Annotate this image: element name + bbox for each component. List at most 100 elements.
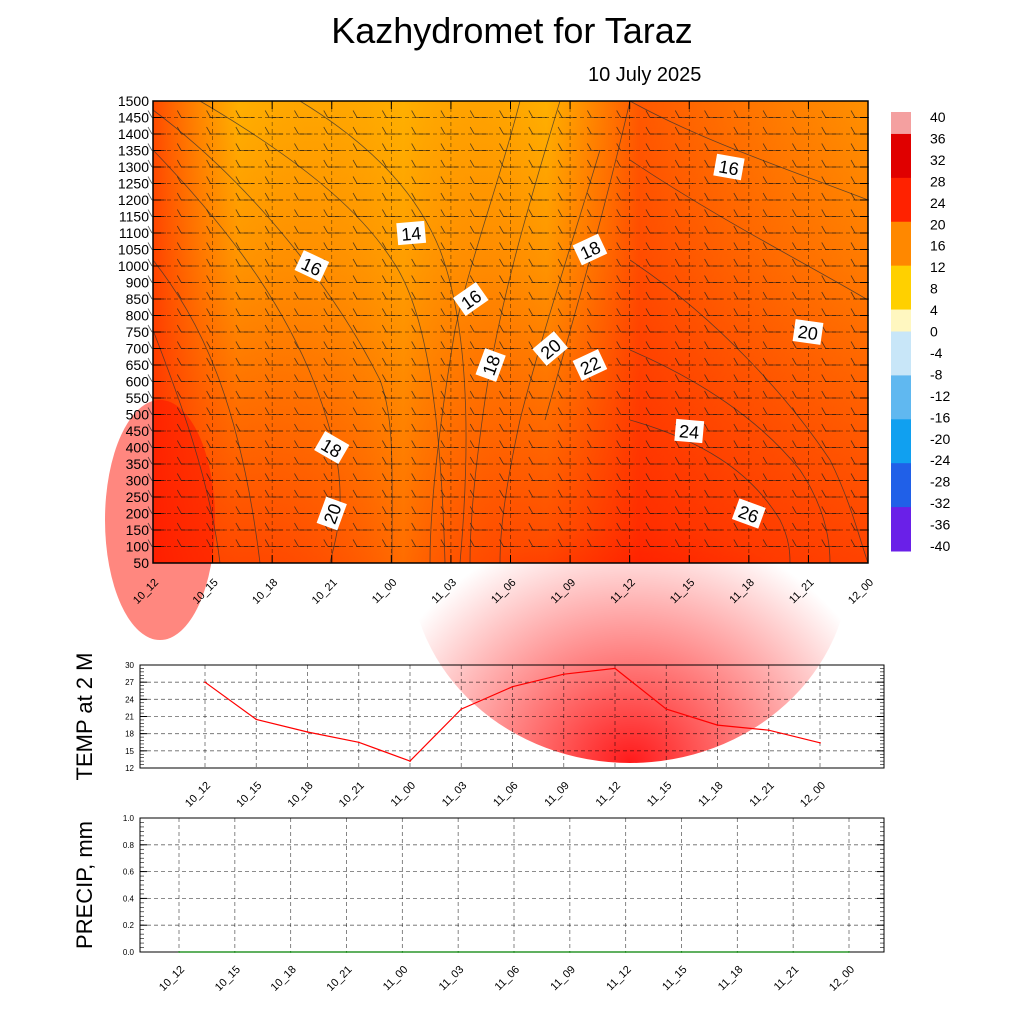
panel-x-tick-label: 11_06: [493, 964, 523, 994]
panel-x-tick-label: 11_03: [437, 964, 467, 994]
panel-x-tick-label: 10_18: [269, 964, 299, 994]
contour-label: 24: [674, 418, 705, 444]
main-grid: [153, 101, 868, 563]
y-tick-label: 1200: [118, 192, 149, 208]
panel-data-point: [624, 951, 627, 953]
colorbar-label: -28: [930, 474, 950, 490]
panel-data-point: [792, 951, 794, 953]
panel-x-tick-label: 10_18: [286, 780, 316, 810]
colorbar-segment: [891, 276, 911, 289]
panel-x-tick-label: 11_18: [716, 964, 746, 994]
colorbar-segment: [891, 364, 911, 376]
contour-label-bg: [316, 496, 347, 531]
colorbar-segment: [891, 441, 911, 453]
isotherm-line: [152, 259, 261, 564]
y-tick-label: 650: [126, 357, 150, 373]
contour-label: 14: [396, 220, 427, 246]
isotherm-line: [629, 100, 869, 201]
panel-x-tick-label: 12_00: [798, 780, 828, 810]
panel-x-tick-label: 11_00: [389, 780, 419, 810]
colorbar-segment: [891, 254, 911, 267]
contour-label-bg: [572, 349, 608, 381]
panel-x-tick-label: 10_21: [337, 780, 367, 810]
panel-data-point: [513, 951, 515, 953]
panel-data-point: [409, 760, 411, 762]
contour-label-bg: [731, 498, 766, 529]
colorbar-segment: [891, 144, 911, 157]
contour-label-bg: [792, 319, 824, 345]
colorbar-segment: [891, 320, 911, 332]
isotherm-line: [199, 100, 446, 564]
isotherm-line: [429, 100, 521, 564]
y-tick-label: 1350: [118, 143, 149, 159]
panel-data-point: [716, 724, 719, 726]
colorbar-segment: [891, 298, 911, 311]
panel-data-point: [848, 951, 850, 953]
panel-data-point: [665, 708, 668, 710]
isotherm-line: [152, 329, 221, 564]
colorbar-segment: [891, 430, 911, 442]
colorbar-label: -20: [930, 431, 950, 447]
field-hot-left: [105, 400, 215, 640]
colorbar-segment: [891, 221, 911, 234]
contour-label-bg: [713, 153, 745, 181]
contour-label-bg: [396, 220, 427, 246]
colorbar-label: -8: [930, 366, 943, 382]
y-tick-label: 400: [126, 440, 150, 456]
y-tick-label: 1100: [119, 225, 149, 241]
contour-label: 16: [294, 250, 330, 282]
x-tick-label: 10_18: [250, 577, 280, 607]
y-tick-label: 900: [126, 275, 150, 291]
panel-x-tick-label: 10_15: [213, 964, 243, 994]
colorbar-label: 16: [930, 238, 946, 254]
panel-x-tick-label: 12_00: [827, 964, 857, 994]
colorbar-segment: [891, 496, 911, 508]
y-tick-label: 300: [126, 473, 150, 489]
panel-data-point: [569, 951, 571, 953]
colorbar-label: 36: [930, 130, 946, 146]
contour-label-bg: [314, 430, 350, 465]
y-tick-label: 150: [126, 522, 150, 538]
colorbar-segment: [891, 518, 911, 530]
contour-label-bg: [294, 250, 330, 282]
colorbar-label: 0: [930, 324, 938, 340]
y-tick-label: 1300: [118, 159, 149, 175]
colorbar-segment: [891, 287, 911, 300]
contour-label: 16: [713, 153, 745, 181]
colorbar-segment: [891, 155, 911, 168]
colorbar-segment: [891, 210, 911, 223]
chart-title: Kazhydromet for Taraz: [331, 10, 693, 51]
colorbar-segment: [891, 166, 911, 179]
isotherm-line: [629, 349, 831, 564]
panel-x-tick-label: 11_21: [772, 964, 802, 994]
panel-data-point: [357, 741, 360, 744]
colorbar-segment: [891, 507, 911, 519]
contour-label-text: 16: [717, 156, 740, 179]
y-tick-label: 350: [126, 456, 150, 472]
colorbar-label: 12: [930, 259, 946, 275]
y-tick-label: 550: [126, 390, 150, 406]
y-tick-label: 1250: [118, 176, 149, 192]
panel-x-tick-label: 10_15: [234, 780, 264, 810]
colorbar-label: -16: [930, 409, 950, 425]
contour-label-text: 24: [678, 421, 700, 443]
panel-y-tick-label: 18: [125, 730, 134, 739]
isotherm-line: [299, 100, 467, 564]
panel-data-point: [511, 685, 514, 688]
panel-data-point: [736, 951, 739, 953]
panel-x-tick-label: 10_21: [325, 964, 355, 994]
contour-label-bg: [532, 331, 569, 366]
panel-data-point: [562, 673, 565, 675]
y-tick-label: 800: [126, 308, 150, 324]
contour-label-bg: [475, 348, 506, 382]
colorbar-segment: [891, 232, 911, 245]
panel-y-tick-label: 30: [125, 661, 134, 670]
colorbar-segment: [891, 331, 911, 343]
panel-data-point: [306, 731, 309, 733]
chart-subtitle: 10 July 2025: [588, 64, 702, 86]
panel-y-axis-label: PRECIP, mm: [72, 821, 97, 949]
panel-data-point: [819, 742, 821, 744]
panel-y-tick-label: 0.4: [123, 894, 135, 903]
colorbar-segment: [891, 243, 911, 256]
